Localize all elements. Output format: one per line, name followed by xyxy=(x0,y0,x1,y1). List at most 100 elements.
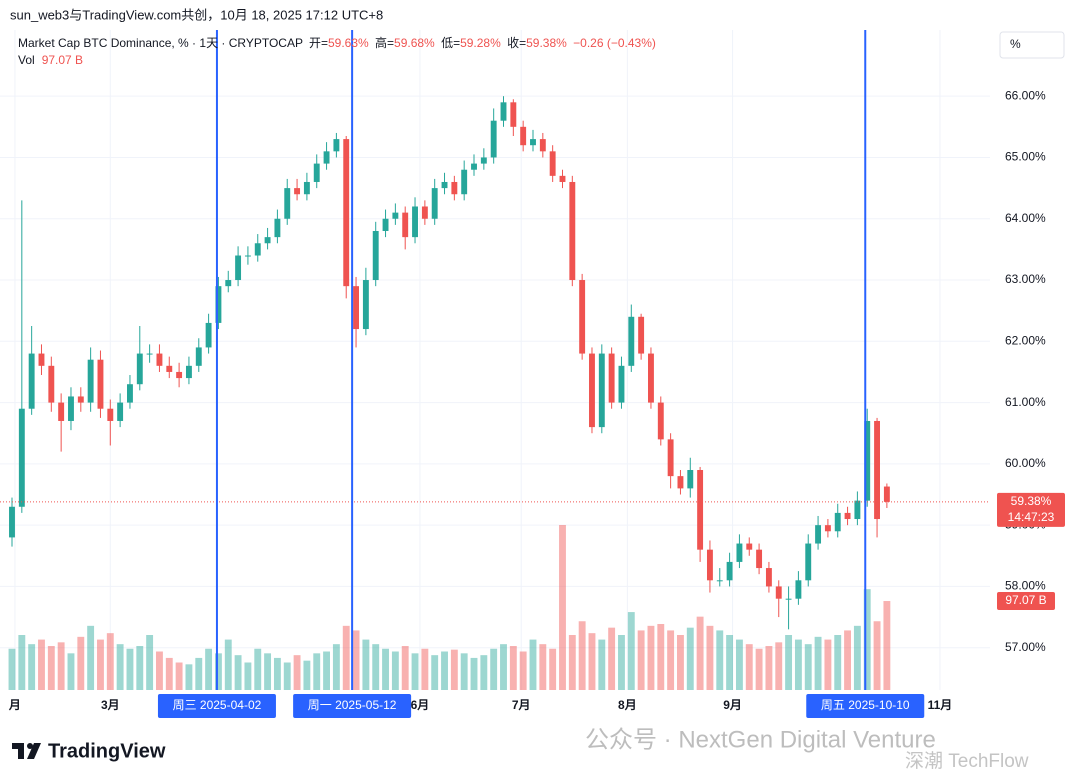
x-tick-label: 7月 xyxy=(512,698,531,712)
legend-text: 收= xyxy=(507,36,526,50)
candle-body xyxy=(313,163,320,182)
volume-bar xyxy=(323,651,330,690)
y-tick-label: 58.00% xyxy=(1005,579,1046,593)
candle-body xyxy=(864,420,871,501)
candle-body xyxy=(166,365,173,372)
volume-bar xyxy=(283,662,291,690)
candle-body xyxy=(353,286,359,330)
x-tick-label: 3月 xyxy=(101,698,120,712)
volume-bar xyxy=(67,653,75,690)
candle-body xyxy=(874,420,880,520)
x-tick-label: 月 xyxy=(8,698,21,712)
candle-body xyxy=(726,561,733,581)
volume-bar xyxy=(844,630,852,690)
volume-bar xyxy=(568,635,576,690)
volume-bar xyxy=(578,621,586,690)
candle-body xyxy=(303,181,310,195)
candle-body xyxy=(107,408,114,421)
volume-bar xyxy=(97,639,104,690)
volume-bar xyxy=(352,630,360,690)
candle-body xyxy=(146,353,153,355)
volume-bar xyxy=(765,646,773,690)
volume-bar xyxy=(618,635,625,690)
volume-badge-label: 97.07 B xyxy=(1005,593,1046,607)
volume-bar xyxy=(244,662,252,690)
watermark: 深潮 TechFlow xyxy=(905,750,1029,772)
candle-body xyxy=(18,408,25,507)
candle-body xyxy=(156,353,163,366)
volume-badge xyxy=(997,592,1055,611)
volume-bar xyxy=(529,639,537,690)
candle-body xyxy=(854,500,861,520)
y-tick-label: 62.00% xyxy=(1005,333,1046,347)
volume-bar xyxy=(500,644,507,690)
date-badge xyxy=(806,694,925,718)
volume-bar xyxy=(8,648,16,690)
candle-body xyxy=(579,280,586,354)
volume-bar xyxy=(745,644,753,690)
candle-body xyxy=(136,353,143,385)
candle-body xyxy=(736,543,743,562)
candle-body xyxy=(815,525,822,544)
volume-bar xyxy=(18,635,26,690)
candle-body xyxy=(412,206,418,238)
volume-bar xyxy=(883,601,891,690)
volume-bar xyxy=(175,662,183,690)
volume-bar xyxy=(794,639,802,690)
volume-bar xyxy=(411,653,419,690)
candle-body xyxy=(775,586,782,599)
volume-bar xyxy=(28,644,36,690)
y-tick-label: 60.00% xyxy=(1005,456,1046,470)
candle-body xyxy=(77,396,84,403)
candle-body xyxy=(48,365,55,403)
volume-bar xyxy=(853,625,861,690)
candle-body xyxy=(824,525,831,532)
legend-text: 59.68% xyxy=(394,36,435,50)
price-badge xyxy=(997,492,1065,527)
candle-body xyxy=(441,181,448,189)
candle-body xyxy=(264,237,271,244)
volume-bar xyxy=(146,635,154,690)
volume-bar xyxy=(372,644,380,690)
volume-bar xyxy=(421,648,429,690)
volume-bar xyxy=(214,653,222,690)
attribution: sun_web3与TradingView.com共创，10月 18, 2025 … xyxy=(10,7,383,22)
volume-bar xyxy=(47,646,55,690)
candle-body xyxy=(471,163,477,170)
volume-bar xyxy=(313,653,321,690)
volume-bar xyxy=(785,635,793,690)
volume-bar xyxy=(598,639,606,690)
volume-bar xyxy=(87,625,95,690)
scale-button[interactable] xyxy=(999,31,1065,59)
candle-body xyxy=(795,580,802,599)
volume-bar xyxy=(165,657,173,690)
date-badge xyxy=(157,694,276,718)
volume-bar xyxy=(863,589,871,690)
x-tick-label: 6月 xyxy=(411,698,430,712)
volume-bar xyxy=(627,612,635,690)
volume-bar xyxy=(431,655,439,690)
volume-bar xyxy=(342,625,350,690)
candle-body xyxy=(520,126,527,146)
candle-body xyxy=(765,568,772,587)
candle-body xyxy=(421,206,428,219)
x-tick-label: 8月 xyxy=(618,698,637,712)
candle-body xyxy=(382,218,389,232)
candle-body xyxy=(589,353,595,428)
volume-bar xyxy=(873,621,881,690)
scale-button-label: % xyxy=(1010,37,1021,51)
candle-body xyxy=(254,243,261,256)
candle-body xyxy=(195,347,202,366)
candle-body xyxy=(323,151,330,164)
candle-body xyxy=(97,359,104,409)
legend-text: 59.38% xyxy=(526,36,567,50)
candle-body xyxy=(431,188,438,219)
candle-body xyxy=(638,316,645,354)
volume-bar xyxy=(234,655,242,690)
candle-body xyxy=(785,598,792,600)
candle-body xyxy=(127,384,133,403)
candle-body xyxy=(480,157,487,164)
candle-body xyxy=(628,316,635,366)
volume-bar xyxy=(264,653,272,690)
